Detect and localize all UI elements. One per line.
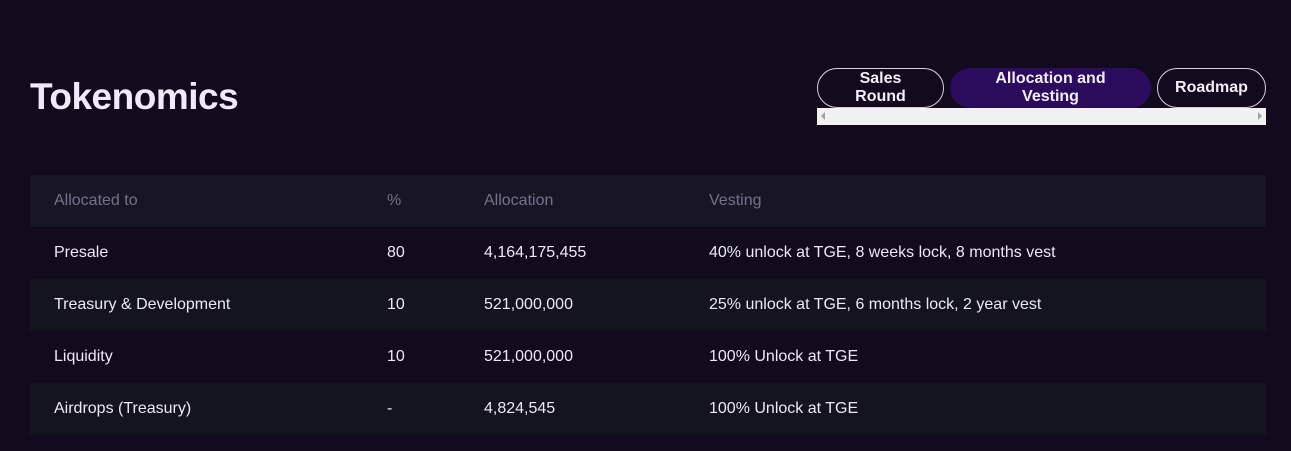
- tab-roadmap[interactable]: Roadmap: [1157, 68, 1266, 108]
- table-row: Treasury & Development 10 521,000,000 25…: [30, 279, 1266, 331]
- tab-allocation-and-vesting[interactable]: Allocation and Vesting: [950, 68, 1151, 108]
- tab-bar: Sales Round Allocation and Vesting Roadm…: [817, 68, 1266, 108]
- cell-vesting: 100% Unlock at TGE: [709, 400, 859, 417]
- scroll-left-arrow-icon[interactable]: [821, 112, 825, 120]
- tab-sales-round[interactable]: Sales Round: [817, 68, 944, 108]
- cell-vesting: 25% unlock at TGE, 6 months lock, 2 year…: [709, 296, 1042, 313]
- table-row: Airdrops (Treasury) - 4,824,545 100% Unl…: [30, 383, 1266, 435]
- cell-percent: 80: [387, 244, 405, 261]
- column-header-vesting: Vesting: [709, 192, 762, 209]
- cell-percent: -: [387, 400, 393, 417]
- cell-allocation: 521,000,000: [484, 296, 573, 313]
- cell-allocation: 521,000,000: [484, 348, 573, 365]
- horizontal-scrollbar[interactable]: [817, 108, 1266, 125]
- cell-allocated-to: Presale: [54, 244, 109, 261]
- page-title: Tokenomics: [30, 76, 239, 117]
- cell-allocated-to: Treasury & Development: [54, 296, 231, 313]
- table-row: Presale 80 4,164,175,455 40% unlock at T…: [30, 227, 1266, 279]
- table-header-row: Allocated to % Allocation Vesting: [30, 175, 1266, 227]
- cell-percent: 10: [387, 348, 405, 365]
- column-header-percent: %: [387, 192, 402, 209]
- cell-allocation: 4,824,545: [484, 400, 556, 417]
- column-header-allocated-to: Allocated to: [54, 192, 138, 209]
- cell-allocation: 4,164,175,455: [484, 244, 587, 261]
- table-row: Liquidity 10 521,000,000 100% Unlock at …: [30, 331, 1266, 383]
- column-header-allocation: Allocation: [484, 192, 554, 209]
- cell-allocated-to: Airdrops (Treasury): [54, 400, 192, 417]
- cell-vesting: 40% unlock at TGE, 8 weeks lock, 8 month…: [709, 244, 1056, 261]
- cell-vesting: 100% Unlock at TGE: [709, 348, 859, 365]
- scroll-right-arrow-icon[interactable]: [1258, 112, 1262, 120]
- cell-allocated-to: Liquidity: [54, 348, 113, 365]
- allocation-table: Allocated to % Allocation Vesting Presal…: [30, 175, 1266, 435]
- cell-percent: 10: [387, 296, 405, 313]
